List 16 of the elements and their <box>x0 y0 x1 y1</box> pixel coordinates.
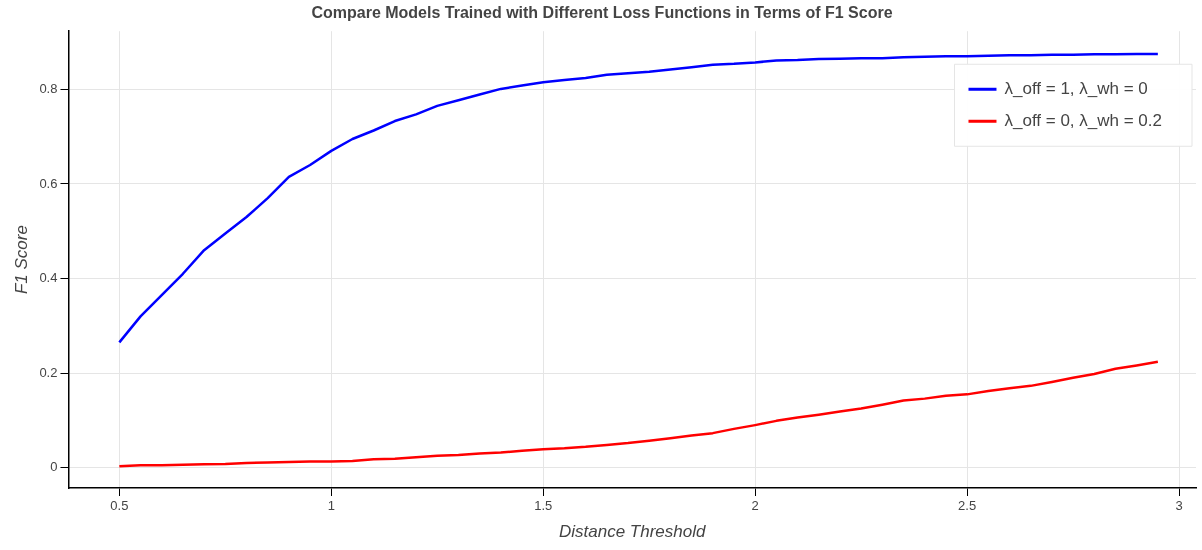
chart-title: Compare Models Trained with Different Loss Functions in Terms of F1 Score <box>311 4 893 22</box>
y-tick-label: 0.8 <box>39 80 58 96</box>
x-tick-label: 2.5 <box>958 498 977 514</box>
x-tick-label: 1 <box>327 498 335 514</box>
legend-label: λ_off = 1, λ_wh = 0 <box>1004 78 1148 98</box>
y-tick-label: 0.4 <box>39 270 58 286</box>
x-tick-label: 2 <box>751 498 759 514</box>
y-tick-label: 0 <box>50 459 58 475</box>
y-tick-label: 0.2 <box>39 364 58 380</box>
y-tick-label: 0.6 <box>39 175 58 191</box>
legend-label: λ_off = 0, λ_wh = 0.2 <box>1004 110 1162 130</box>
y-axis-title: F1 Score <box>11 225 31 295</box>
x-tick-label: 3 <box>1175 498 1183 514</box>
x-axis-title: Distance Threshold <box>559 521 707 541</box>
x-tick-label: 0.5 <box>110 498 129 514</box>
x-tick-label: 1.5 <box>534 498 553 514</box>
